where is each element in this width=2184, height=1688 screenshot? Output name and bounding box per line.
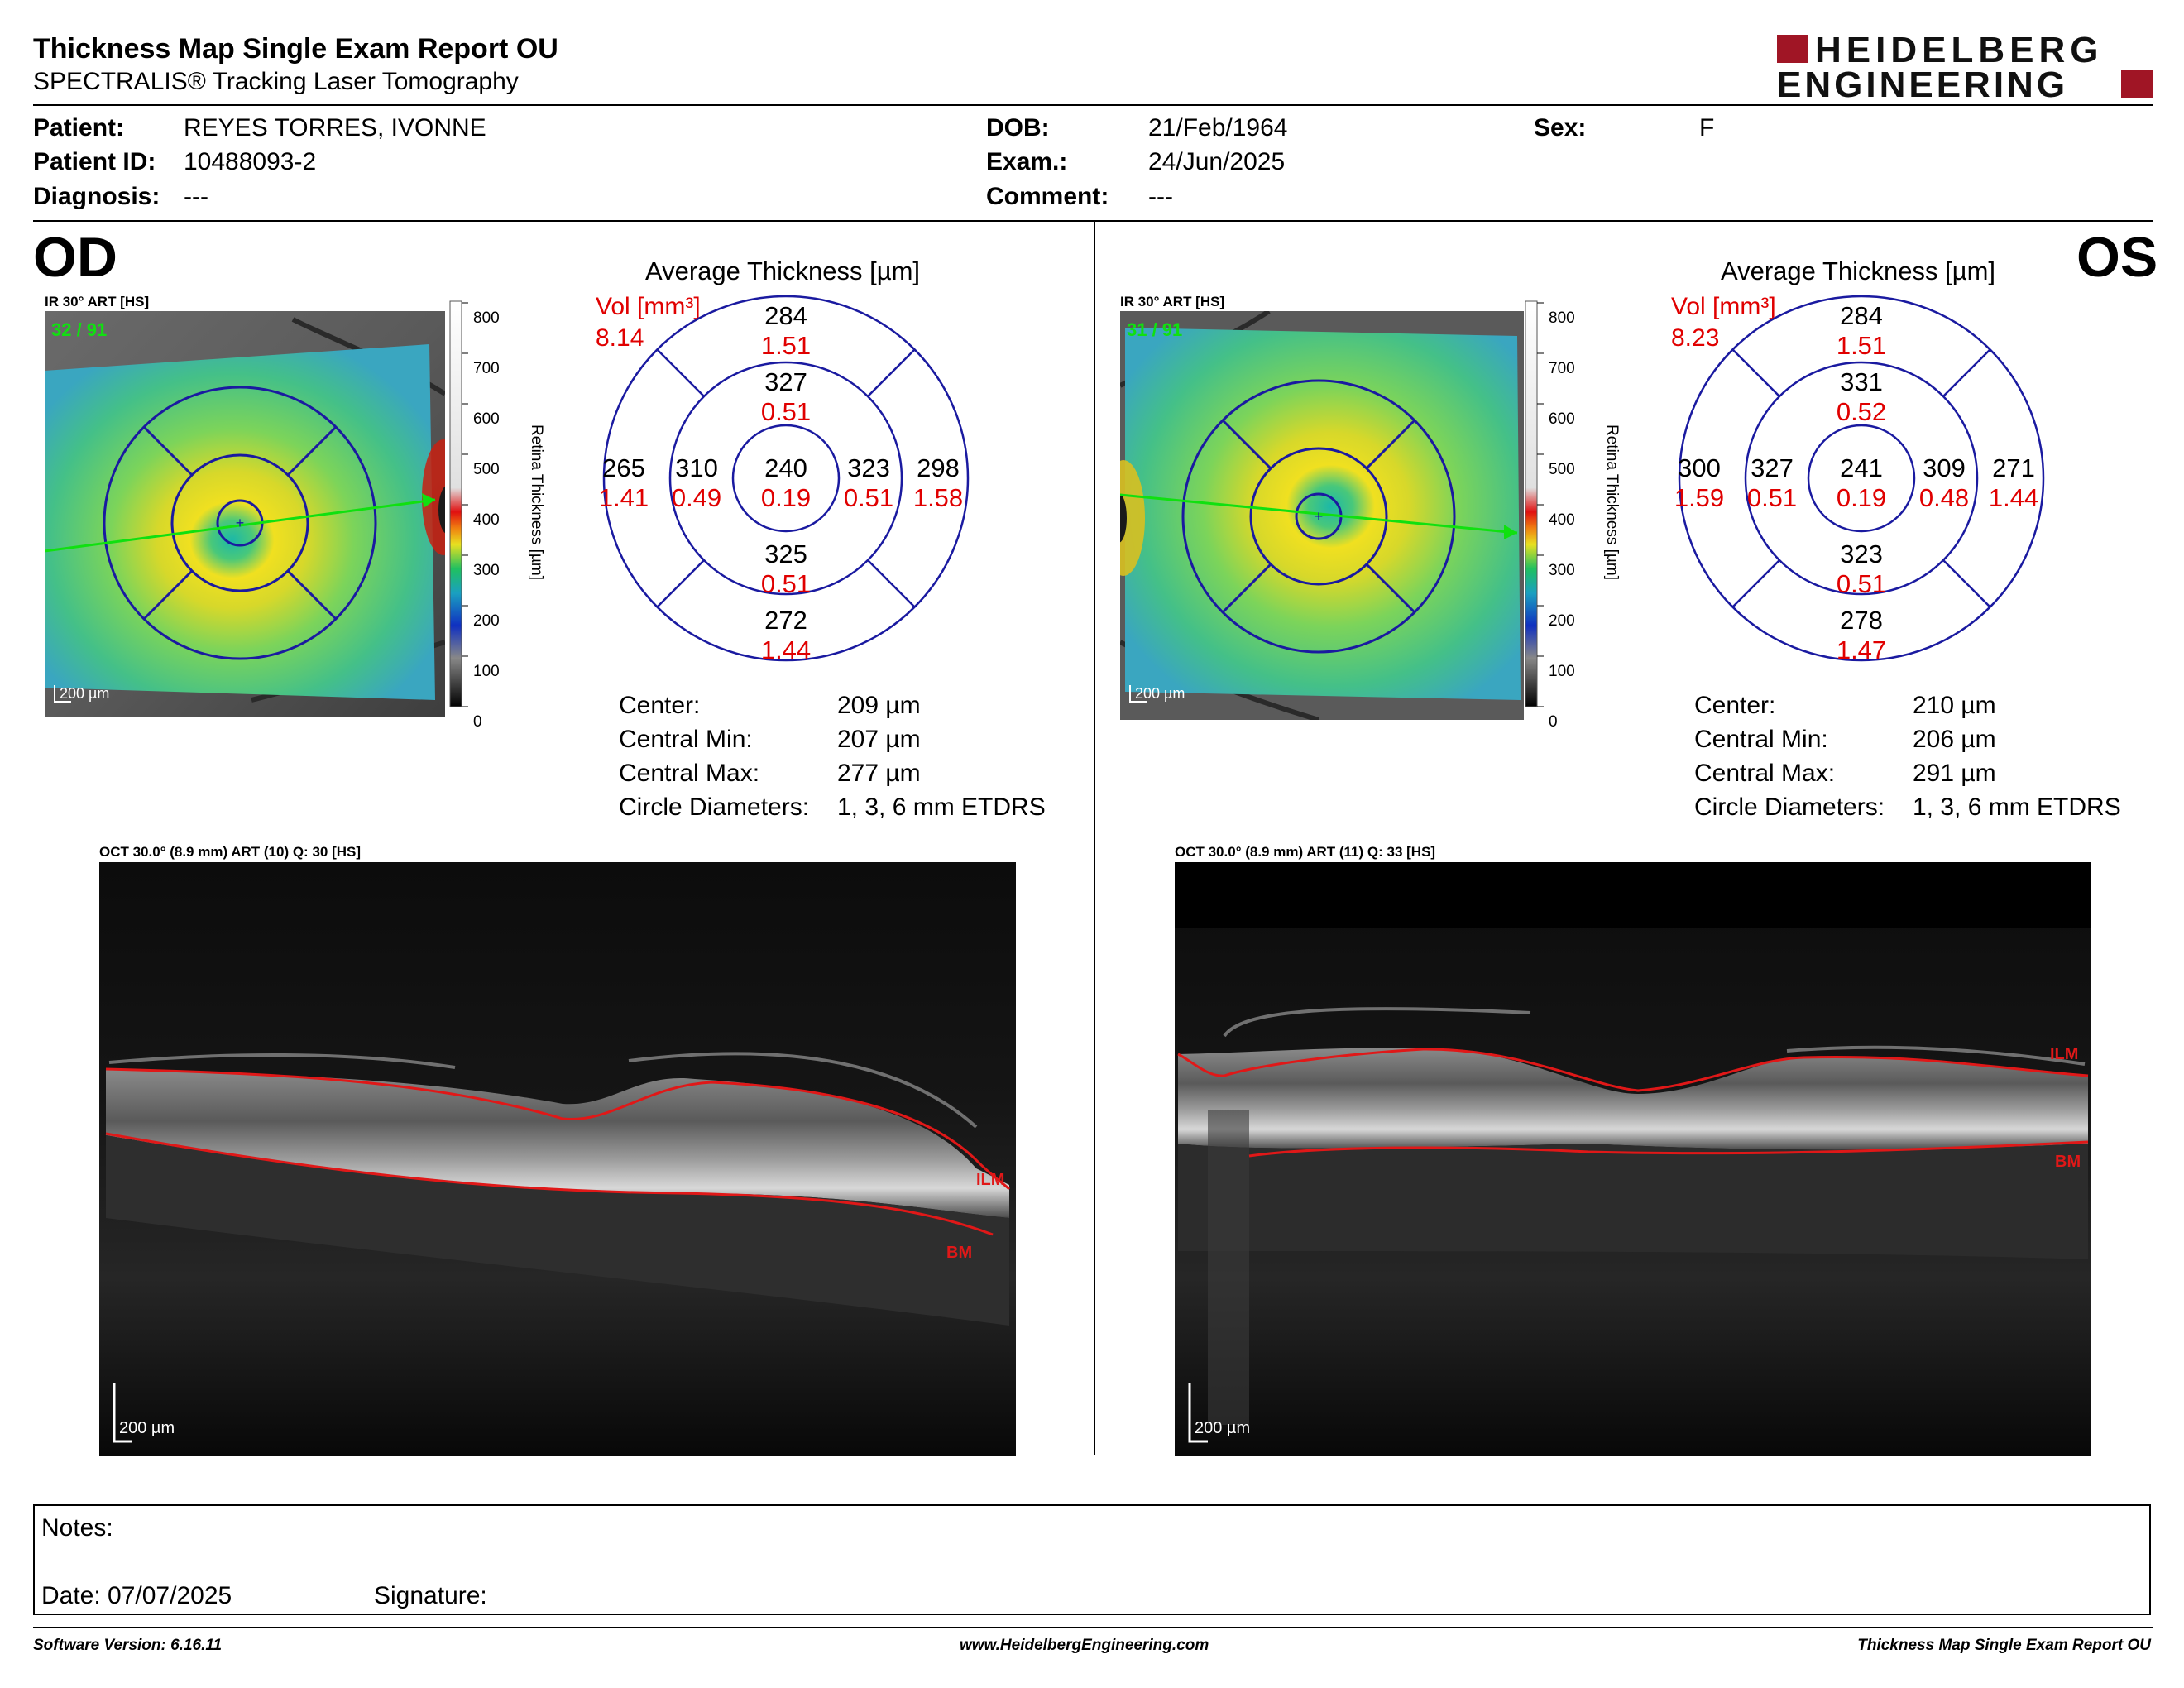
heidelberg-logo: HEIDELBERG ENGINEERING (1777, 30, 2154, 105)
od-stats-labels: Center: Central Min: Central Max: Circle… (619, 692, 810, 821)
od-colorbar (448, 300, 523, 713)
os-bm-label: BM (2055, 1153, 2081, 1171)
footer-software-version: Software Version: 6.16.11 (33, 1637, 223, 1654)
os-oct-bscan: ILM BM 200 µm (1175, 862, 2091, 1456)
os-vol: Vol [mm³] 8.23 (1671, 293, 1776, 352)
od-center: 240 0.19 (760, 453, 812, 512)
diagnosis-value: --- (184, 183, 208, 210)
os-ir-label: IR 30° ART [HS] (1120, 294, 1225, 309)
od-ir-label: IR 30° ART [HS] (45, 294, 150, 309)
os-outer-bottom: 278 1.47 (1836, 606, 1887, 664)
patient-label: Patient: (33, 114, 125, 141)
eye-divider (1094, 222, 1095, 1455)
patient-id: 10488093-2 (184, 148, 317, 175)
od-etdrs-grid (596, 288, 976, 669)
report-title: Thickness Map Single Exam Report OU (33, 33, 558, 65)
patient-name: REYES TORRES, IVONNE (184, 114, 486, 141)
od-ir-overlay: 32 / 91 (51, 319, 107, 340)
os-map-scale: 200 µm (1135, 685, 1185, 702)
dob-label: DOB: (986, 114, 1050, 141)
footer-report-name: Thickness Map Single Exam Report OU (1857, 1637, 2151, 1654)
od-ilm-label: ILM (976, 1171, 1004, 1189)
diagnosis-label: Diagnosis: (33, 183, 160, 210)
os-inner-bottom: 323 0.51 (1836, 539, 1887, 598)
os-ilm-label: ILM (2050, 1045, 2078, 1063)
od-oct-label: OCT 30.0° (8.9 mm) ART (10) Q: 30 [HS] (99, 844, 362, 860)
os-oct-label: OCT 30.0° (8.9 mm) ART (11) Q: 33 [HS] (1175, 844, 1436, 860)
os-oct-scale: 200 µm (1195, 1419, 1250, 1437)
od-inner-left: 310 0.49 (671, 453, 722, 512)
od-stats-values: 209 µm 207 µm 277 µm 1, 3, 6 mm ETDRS (837, 692, 1046, 821)
od-avg-title: Average Thickness [µm] (645, 257, 921, 285)
os-colorbar-ticks: 800 700 600 500 400 300 200 100 0 (1549, 309, 1575, 731)
os-colorbar (1524, 300, 1598, 713)
od-vol: Vol [mm³] 8.14 (596, 293, 701, 352)
os-label: OS (2076, 226, 2158, 289)
od-outer-bottom: 272 1.44 (760, 606, 812, 664)
os-inner-top: 331 0.52 (1836, 367, 1887, 426)
svg-text:+: + (236, 515, 245, 531)
os-center: 241 0.19 (1836, 453, 1887, 512)
os-etdrs-grid (1671, 288, 2052, 669)
os-outer-right: 271 1.44 (1988, 453, 2039, 512)
od-outer-right: 298 1.58 (912, 453, 964, 512)
od-map-scale: 200 µm (60, 685, 109, 702)
od-oct-bscan: ILM BM 200 µm (99, 862, 1016, 1456)
sex-label: Sex: (1534, 114, 1587, 141)
footer-website-link[interactable]: www.HeidelbergEngineering.com (960, 1637, 1209, 1654)
notes-label: Notes: (41, 1514, 113, 1542)
comment-label: Comment: (986, 183, 1109, 210)
os-sector-values: 284 1.51 331 0.52 300 1.59 327 0.51 241 0.19 … (1671, 288, 2052, 669)
report-subtitle: SPECTRALIS® Tracking Laser Tomography (33, 68, 519, 95)
os-avg-title: Average Thickness [µm] (1721, 257, 1996, 285)
sex-value: F (1699, 114, 1715, 141)
dob-value: 21/Feb/1964 (1148, 114, 1288, 141)
od-bm-label: BM (946, 1244, 972, 1262)
od-inner-bottom: 325 0.51 (760, 539, 812, 598)
od-inner-right: 323 0.51 (843, 453, 894, 512)
od-thickness-map: + 32 / 91 200 µm (44, 311, 465, 717)
od-outer-left: 265 1.41 (598, 453, 649, 512)
os-inner-right: 309 0.48 (1918, 453, 1970, 512)
od-oct-scale: 200 µm (119, 1419, 175, 1437)
od-colorbar-ticks: 800 700 600 500 400 300 200 100 0 (473, 309, 500, 731)
os-thickness-map: + 31 / 91 200 µm (1102, 309, 1524, 722)
notes-box: Notes: Date: 07/07/2025 Signature: (33, 1504, 2151, 1615)
notes-signature: Signature: (374, 1582, 487, 1609)
os-colorbar-title: Retina Thickness [µm] (1603, 424, 1621, 580)
patient-id-label: Patient ID: (33, 148, 156, 175)
od-sector-values: 284 1.51 327 0.51 265 1.41 310 0.49 240 0.19 … (596, 288, 976, 669)
os-outer-left: 300 1.59 (1674, 453, 1725, 512)
os-ir-overlay: 31 / 91 (1127, 319, 1182, 340)
exam-label: Exam.: (986, 148, 1068, 175)
comment-value: --- (1148, 183, 1173, 210)
od-inner-top: 327 0.51 (760, 367, 812, 426)
os-outer-top: 284 1.51 (1836, 301, 1887, 360)
os-stats-values: 210 µm 206 µm 291 µm 1, 3, 6 mm ETDRS (1913, 692, 2121, 821)
os-stats-labels: Center: Central Min: Central Max: Circle… (1694, 692, 1885, 821)
od-label: OD (33, 226, 117, 289)
exam-date: 24/Jun/2025 (1148, 148, 1286, 175)
notes-date: Date: 07/07/2025 (41, 1582, 232, 1609)
svg-text:+: + (1315, 508, 1324, 525)
od-outer-top: 284 1.51 (760, 301, 812, 360)
od-colorbar-title: Retina Thickness [µm] (528, 424, 545, 580)
os-inner-left: 327 0.51 (1746, 453, 1798, 512)
